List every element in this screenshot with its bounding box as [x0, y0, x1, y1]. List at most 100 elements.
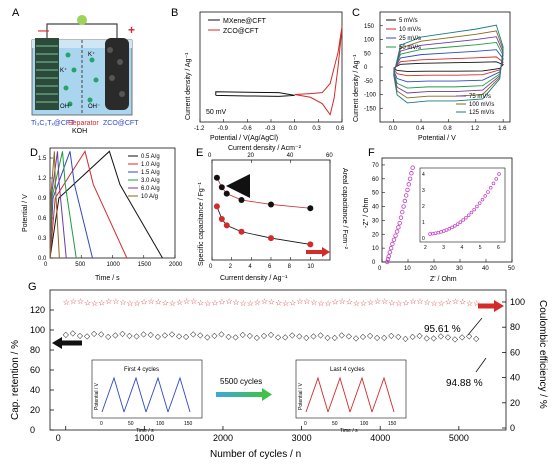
panel-g-ylabel: Cap. retention / % — [10, 340, 21, 420]
panel-d-series-line — [49, 150, 163, 259]
panel-g-point-retention: ◇ — [218, 330, 225, 339]
inset-last-xtick-label: 0 — [304, 421, 307, 427]
panel-g-point-ce: ☆ — [183, 297, 190, 306]
panel-g-point-retention: ◇ — [402, 334, 409, 343]
ion-label-k: K⁺ — [60, 67, 67, 74]
panel-d-series-line — [49, 151, 93, 259]
panel-g-point-retention: ◇ — [275, 332, 282, 341]
panel-g-ytick-label: 40 — [30, 385, 40, 395]
panel-d-legend-label: 10 A/g — [141, 194, 158, 200]
panel-f-point — [396, 225, 401, 230]
panel-f-ytick-label: 40 — [372, 205, 379, 211]
panel-g-point-retention: ◇ — [332, 333, 339, 342]
panel-g-point-ce: ☆ — [431, 299, 438, 308]
legend-zco: ZCO@CFT — [223, 28, 259, 35]
panel-f-inset-point — [469, 210, 474, 215]
panel-f-inset-point — [472, 207, 476, 212]
panel-f-point — [410, 165, 415, 170]
inset-first-xtick-label: 100 — [156, 421, 165, 427]
panel-c-legend-label: 5 mV/s — [399, 18, 418, 24]
panel-d-legend-label: 1.0 A/g — [141, 162, 160, 168]
panel-f-point — [409, 171, 414, 176]
panel-f-ytick-label: 50 — [372, 191, 379, 197]
panel-c-legend-label: 25 mV/s — [399, 36, 421, 42]
panel-f-inset-point — [497, 172, 501, 176]
panel-e-point-areal — [213, 203, 220, 210]
panel-g-ytick-right-label: 100 — [510, 297, 525, 307]
ion-dot — [93, 77, 99, 83]
arrow-g-left-head — [52, 337, 62, 349]
panel-g-point-retention: ◇ — [204, 333, 211, 342]
panel-f-point — [403, 193, 409, 198]
panel-g-point-retention: ◇ — [141, 329, 148, 338]
panel-e-point-areal — [307, 241, 314, 248]
panel-g-point-ce: ☆ — [346, 298, 353, 307]
panel-g-point-retention: ◇ — [473, 334, 480, 343]
panel-g-point-retention: ◇ — [424, 334, 431, 343]
panel-g-xtick-label: 1000 — [134, 433, 154, 443]
ion-dot — [71, 67, 77, 73]
inset-first-xtick-label: 50 — [128, 421, 134, 427]
panel-letter-d: D — [30, 147, 38, 159]
panel-g-point-ce: ☆ — [211, 299, 218, 308]
panel-c-legend-label: 50 mV/s — [399, 45, 421, 51]
panel-f-xtick-label: 30 — [456, 266, 463, 272]
panel-c-series-line — [393, 24, 504, 104]
panel-g-ytick-label: 80 — [30, 345, 40, 355]
panel-g-point-ce: ☆ — [190, 297, 197, 306]
panel-g-point-ce: ☆ — [374, 297, 381, 306]
panel-letter-a: A — [12, 7, 20, 19]
panel-b-xtick-label: 0.6 — [336, 126, 345, 132]
annotation-ce: 95.61 % — [424, 324, 461, 335]
panel-d-xtick-label: 1500 — [138, 262, 152, 268]
panel-g-point-retention: ◇ — [282, 333, 289, 342]
panel-f-point — [400, 209, 405, 215]
panel-b-cv-compare: -1.2 -0.9 -0.6 -0.3 0.0 0.3 0.6 MXene@CFT ZCO@… — [185, 11, 345, 142]
panel-g-frame — [49, 289, 507, 431]
panel-f-inset-point — [447, 227, 452, 231]
panel-g-point-retention: ◇ — [126, 331, 133, 340]
panel-g-point-ce: ☆ — [388, 298, 395, 307]
panel-g-point-ce: ☆ — [141, 298, 148, 307]
panel-f-inset-ytick-label: 4 — [422, 172, 425, 178]
panel-f-point — [405, 187, 410, 193]
panel-f-xtick-label: 40 — [482, 266, 489, 272]
panel-c-ylabel: Current density / Ag⁻¹ — [353, 54, 360, 122]
panel-e-point-areal — [218, 216, 225, 223]
panel-g-point-retention: ◇ — [346, 332, 353, 341]
panel-g-point-ce: ☆ — [162, 299, 169, 308]
panel-g-cycling: 0 1000 2000 3000 4000 50000204060801001200204… — [10, 289, 548, 460]
panel-g-point-ce: ☆ — [367, 298, 374, 307]
panel-g-ytick-right-label: 40 — [510, 373, 520, 383]
panel-f-inset-point — [461, 218, 465, 222]
panel-g-point-retention: ◇ — [289, 330, 296, 339]
panel-g-point-retention: ◇ — [91, 329, 98, 338]
panel-g-point-ce: ☆ — [381, 297, 388, 306]
pointer-retention — [475, 357, 487, 373]
panel-f-ytick-label: 10 — [372, 246, 379, 252]
panel-f-inset-point — [486, 190, 490, 194]
panel-g-point-ce: ☆ — [325, 299, 332, 308]
panel-f-xtick-label: 10 — [404, 266, 411, 272]
panel-d-xtick-label: 500 — [75, 262, 86, 268]
panel-e-point-specific — [307, 205, 314, 212]
arrow-g-right-head — [494, 300, 504, 312]
panel-g-point-retention: ◇ — [388, 331, 395, 340]
panel-c-ytick-label: -100 — [364, 93, 377, 99]
electrolyte-surface — [32, 40, 132, 48]
panel-e-xlabel-top: Current density / Acm⁻² — [228, 145, 302, 152]
panel-g-point-retention: ◇ — [211, 331, 218, 340]
panel-f-inset-xtick-label: 6 — [497, 245, 500, 251]
panel-g-point-retention: ◇ — [77, 331, 84, 340]
circuit-wire — [46, 23, 118, 38]
label-koh: KOH — [72, 128, 87, 135]
panel-d-ytick-label: 1.2 — [38, 176, 47, 182]
panel-g-point-ce: ☆ — [353, 299, 360, 308]
panel-g-ytick-label: 60 — [30, 365, 40, 375]
panel-e-ylabel: Specific capacitance / Fg⁻¹ — [198, 181, 205, 266]
panel-f-inset-point — [450, 225, 454, 230]
cycles-arrow — [216, 392, 262, 397]
arrow-right-red-head — [322, 247, 330, 257]
